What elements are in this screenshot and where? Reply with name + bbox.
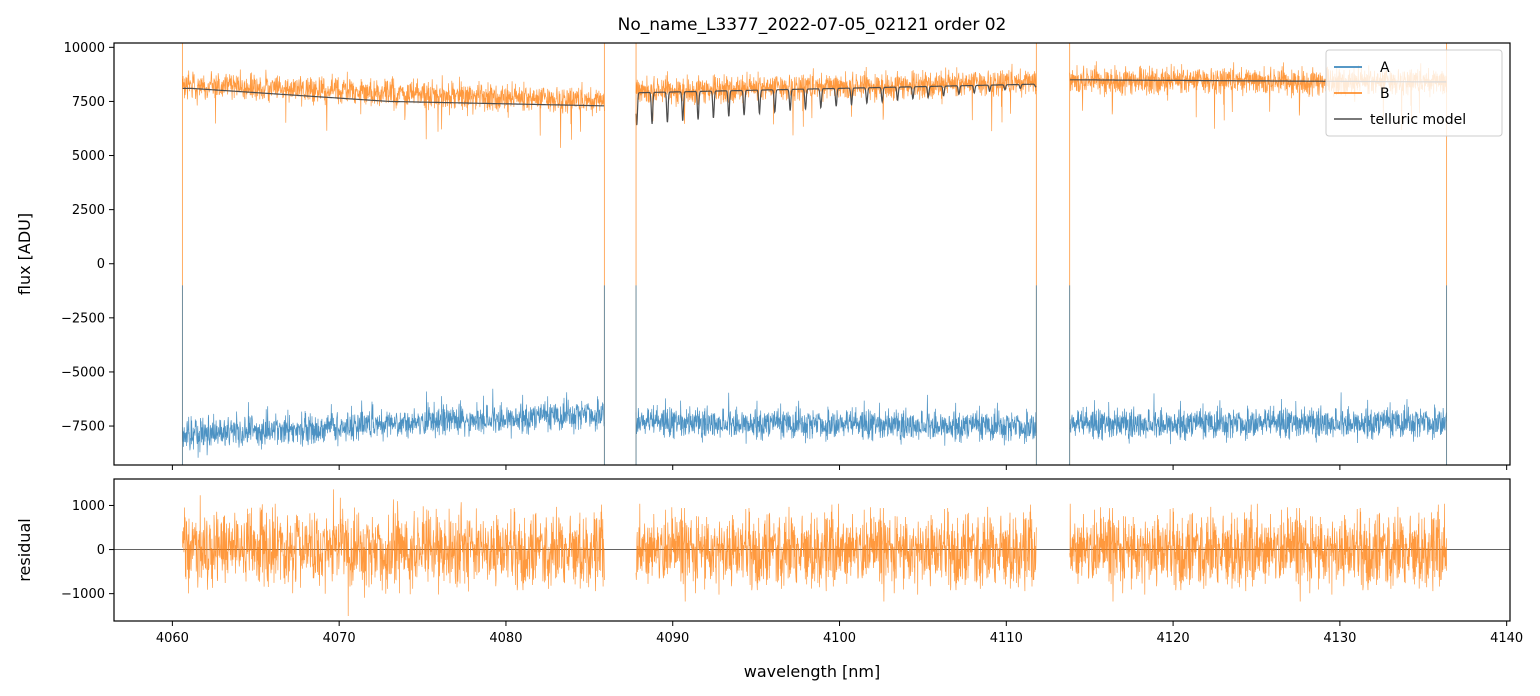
residual-line [182, 489, 605, 617]
residual-line [1069, 503, 1447, 602]
series-b-line [635, 63, 1037, 136]
residual-x-tick-label: 4080 [489, 631, 522, 646]
flux-panel: −7500 −5000 −2500 0 2500 5000 7500 10000 flux [… [15, 41, 1511, 470]
flux-y-tick-label: 0 [97, 257, 105, 272]
residual-x-tick-label: 4100 [823, 631, 856, 646]
flux-y-axis: −7500 −5000 −2500 0 2500 5000 7500 10000 [61, 41, 114, 435]
residual-x-tick-label: 4120 [1157, 631, 1190, 646]
residual-x-tick-label: 4130 [1323, 631, 1356, 646]
residual-x-tick-label: 4060 [156, 631, 189, 646]
legend: A B telluric model [1325, 49, 1503, 137]
series-a-line [635, 392, 1037, 446]
x-axis-label: wavelength [nm] [744, 662, 881, 681]
series-a-line [182, 388, 605, 458]
flux-y-tick-label: 7500 [72, 95, 105, 110]
legend-label-a: A [1380, 60, 1390, 76]
residual-y-tick-label: 0 [97, 543, 105, 558]
residual-y-label: residual [15, 518, 34, 581]
legend-label-b: B [1380, 86, 1390, 102]
telluric-model-line [182, 87, 605, 107]
residual-x-tick-label: 4110 [990, 631, 1023, 646]
residual-y-axis: −1000 0 1000 [61, 499, 114, 602]
flux-y-tick-label: −2500 [61, 311, 105, 326]
flux-y-tick-label: −7500 [61, 420, 105, 435]
residual-x-tick-label: 4090 [656, 631, 689, 646]
residual-x-tick-label: 4070 [323, 631, 356, 646]
flux-y-tick-label: 2500 [72, 203, 105, 218]
residual-y-tick-label: 1000 [72, 499, 105, 514]
chart-title: No_name_L3377_2022-07-05_02121 order 02 [618, 15, 1007, 35]
residual-line [635, 503, 1037, 602]
flux-y-tick-label: 10000 [64, 41, 105, 56]
flux-axes-frame [113, 42, 1511, 466]
residual-plot-area [114, 489, 1510, 617]
legend-frame [1325, 49, 1503, 137]
telluric-model-line [635, 83, 1037, 126]
series-b-line [182, 69, 605, 148]
flux-y-label: flux [ADU] [15, 213, 34, 295]
residual-x-axis: 4060 4070 4080 4090 4100 4110 4120 4130 4140 [156, 621, 1523, 646]
flux-y-tick-label: 5000 [72, 149, 105, 164]
flux-plot-area [181, 43, 1448, 465]
residual-x-tick-label: 4140 [1490, 631, 1523, 646]
series-a-line [1069, 392, 1447, 445]
legend-label-telluric: telluric model [1370, 112, 1466, 128]
residual-y-tick-label: −1000 [61, 587, 105, 602]
flux-y-tick-label: −5000 [61, 365, 105, 380]
flux-x-ticks [171, 465, 1508, 470]
